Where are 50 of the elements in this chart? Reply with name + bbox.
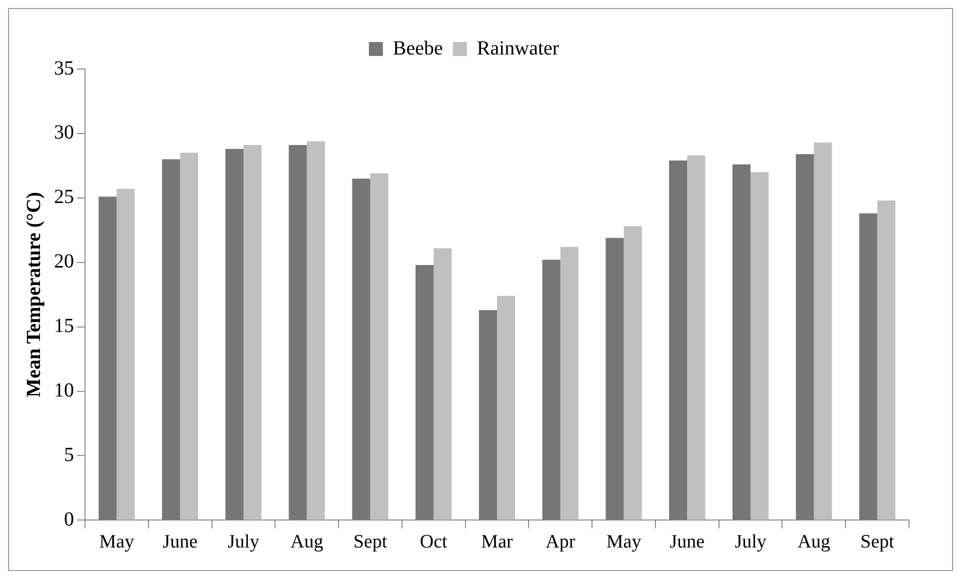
x-tick-label: Oct: [420, 532, 448, 553]
x-tick-label: June: [162, 532, 198, 553]
bar: [370, 173, 388, 520]
legend-label: Rainwater: [476, 37, 560, 60]
bar: [416, 264, 434, 520]
y-tick-label: 25: [54, 186, 74, 208]
bar: [606, 238, 624, 520]
y-tick-label: 5: [64, 444, 74, 466]
bar: [687, 155, 706, 520]
bar: [225, 148, 244, 520]
x-tick-label: Mar: [481, 532, 514, 553]
x-tick-label: May: [606, 532, 642, 553]
bar: [560, 246, 578, 520]
x-tick-label: June: [670, 532, 705, 553]
y-tick-label: 0: [64, 508, 74, 530]
bar: [434, 248, 452, 520]
bar: [750, 172, 769, 520]
bar: [814, 142, 832, 520]
bar: [180, 152, 198, 520]
y-tick-label: 15: [54, 315, 74, 338]
x-tick-label: May: [99, 532, 135, 553]
x-tick-label: Aug: [290, 532, 324, 553]
bar: [732, 164, 751, 520]
bar: [877, 200, 896, 520]
bar: [116, 188, 135, 520]
bar: [859, 213, 878, 520]
bar: [796, 154, 814, 520]
y-tick-label: 20: [54, 250, 74, 273]
x-tick-label: July: [734, 532, 767, 553]
bar: [542, 260, 560, 520]
x-tick-label: Sept: [860, 532, 895, 553]
x-tick-label: Aug: [798, 532, 831, 553]
bar: [478, 310, 497, 520]
bar: [98, 196, 117, 520]
bar: [288, 145, 307, 520]
bar: [352, 178, 370, 520]
y-tick-label: 35: [54, 57, 74, 80]
y-tick-label: 10: [54, 380, 74, 402]
bar: [497, 296, 516, 520]
bar: [624, 226, 642, 520]
legend-label: Beebe: [392, 37, 444, 60]
bar: [669, 160, 688, 520]
bar: [243, 145, 262, 520]
bar: [162, 159, 180, 520]
x-tick-label: Apr: [546, 532, 576, 553]
bar: [306, 141, 325, 520]
x-tick-label: Sept: [353, 532, 388, 553]
y-axis-title: Mean Temperature (°C): [23, 192, 46, 398]
x-tick-label: July: [228, 532, 260, 553]
y-tick-label: 30: [54, 122, 74, 144]
